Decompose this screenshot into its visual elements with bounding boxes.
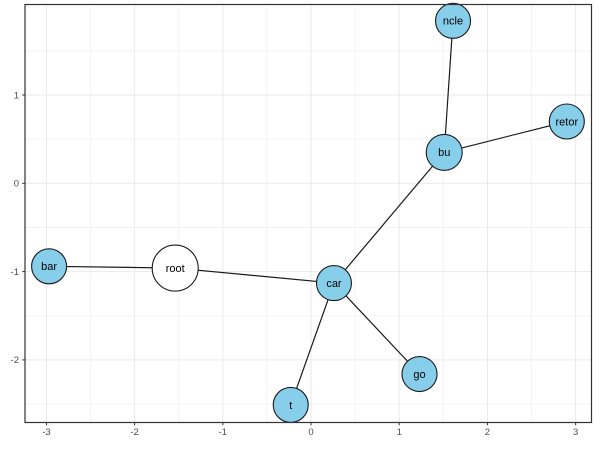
- node-label-retor: retor: [555, 116, 578, 128]
- node-label-root: root: [166, 263, 185, 275]
- node-label-car: car: [326, 278, 342, 290]
- y-axis-tick-label: 1: [14, 90, 19, 101]
- node-circle-ncle: [434, 2, 472, 39]
- graph-node-bu: bu: [425, 133, 463, 171]
- x-axis-tick-label: -2: [130, 427, 138, 438]
- panel-border: [24, 3, 593, 424]
- node-label-ncle: ncle: [443, 16, 463, 28]
- graph-edge-root-car: [175, 267, 335, 284]
- node-circle-retor: [548, 103, 585, 140]
- graph-edge-car-go: [333, 282, 420, 375]
- plot-panel: [25, 4, 592, 423]
- node-circle-go: [401, 355, 438, 393]
- x-axis-tick-label: 3: [573, 427, 578, 438]
- node-label-bar: bar: [41, 261, 57, 273]
- node-label-bu: bu: [438, 147, 450, 159]
- x-axis-tick-label: -3: [42, 427, 50, 438]
- graph-node-car: car: [315, 265, 353, 302]
- graph-node-retor: retor: [548, 103, 585, 140]
- graph-node-go: go: [401, 355, 438, 393]
- node-circle-root: [151, 244, 199, 292]
- graph-edge-bu-retor: [444, 120, 567, 153]
- graph-edge-car-bu: [333, 152, 445, 284]
- x-axis-tick-label: -1: [219, 427, 227, 438]
- node-label-t: t: [289, 400, 292, 412]
- y-axis-tick-label: 0: [14, 179, 19, 190]
- node-circle-bu: [425, 133, 463, 171]
- x-axis-tick-label: 1: [397, 427, 402, 438]
- graph-node-root: root: [151, 244, 199, 292]
- y-axis-tick-label: -2: [11, 355, 19, 366]
- graph-node-bar: bar: [31, 248, 68, 285]
- y-axis-tick-label: -1: [11, 267, 19, 278]
- node-circle-car: [315, 265, 353, 302]
- graph-edge-car-t: [290, 282, 335, 406]
- node-label-go: go: [413, 369, 425, 381]
- graph-node-t: t: [272, 386, 309, 423]
- x-axis-tick-label: 2: [485, 427, 490, 438]
- node-circle-bar: [31, 248, 68, 285]
- x-axis-tick-label: 0: [308, 427, 313, 438]
- graph-edge-bu-ncle: [443, 20, 454, 153]
- graph-node-ncle: ncle: [434, 2, 472, 39]
